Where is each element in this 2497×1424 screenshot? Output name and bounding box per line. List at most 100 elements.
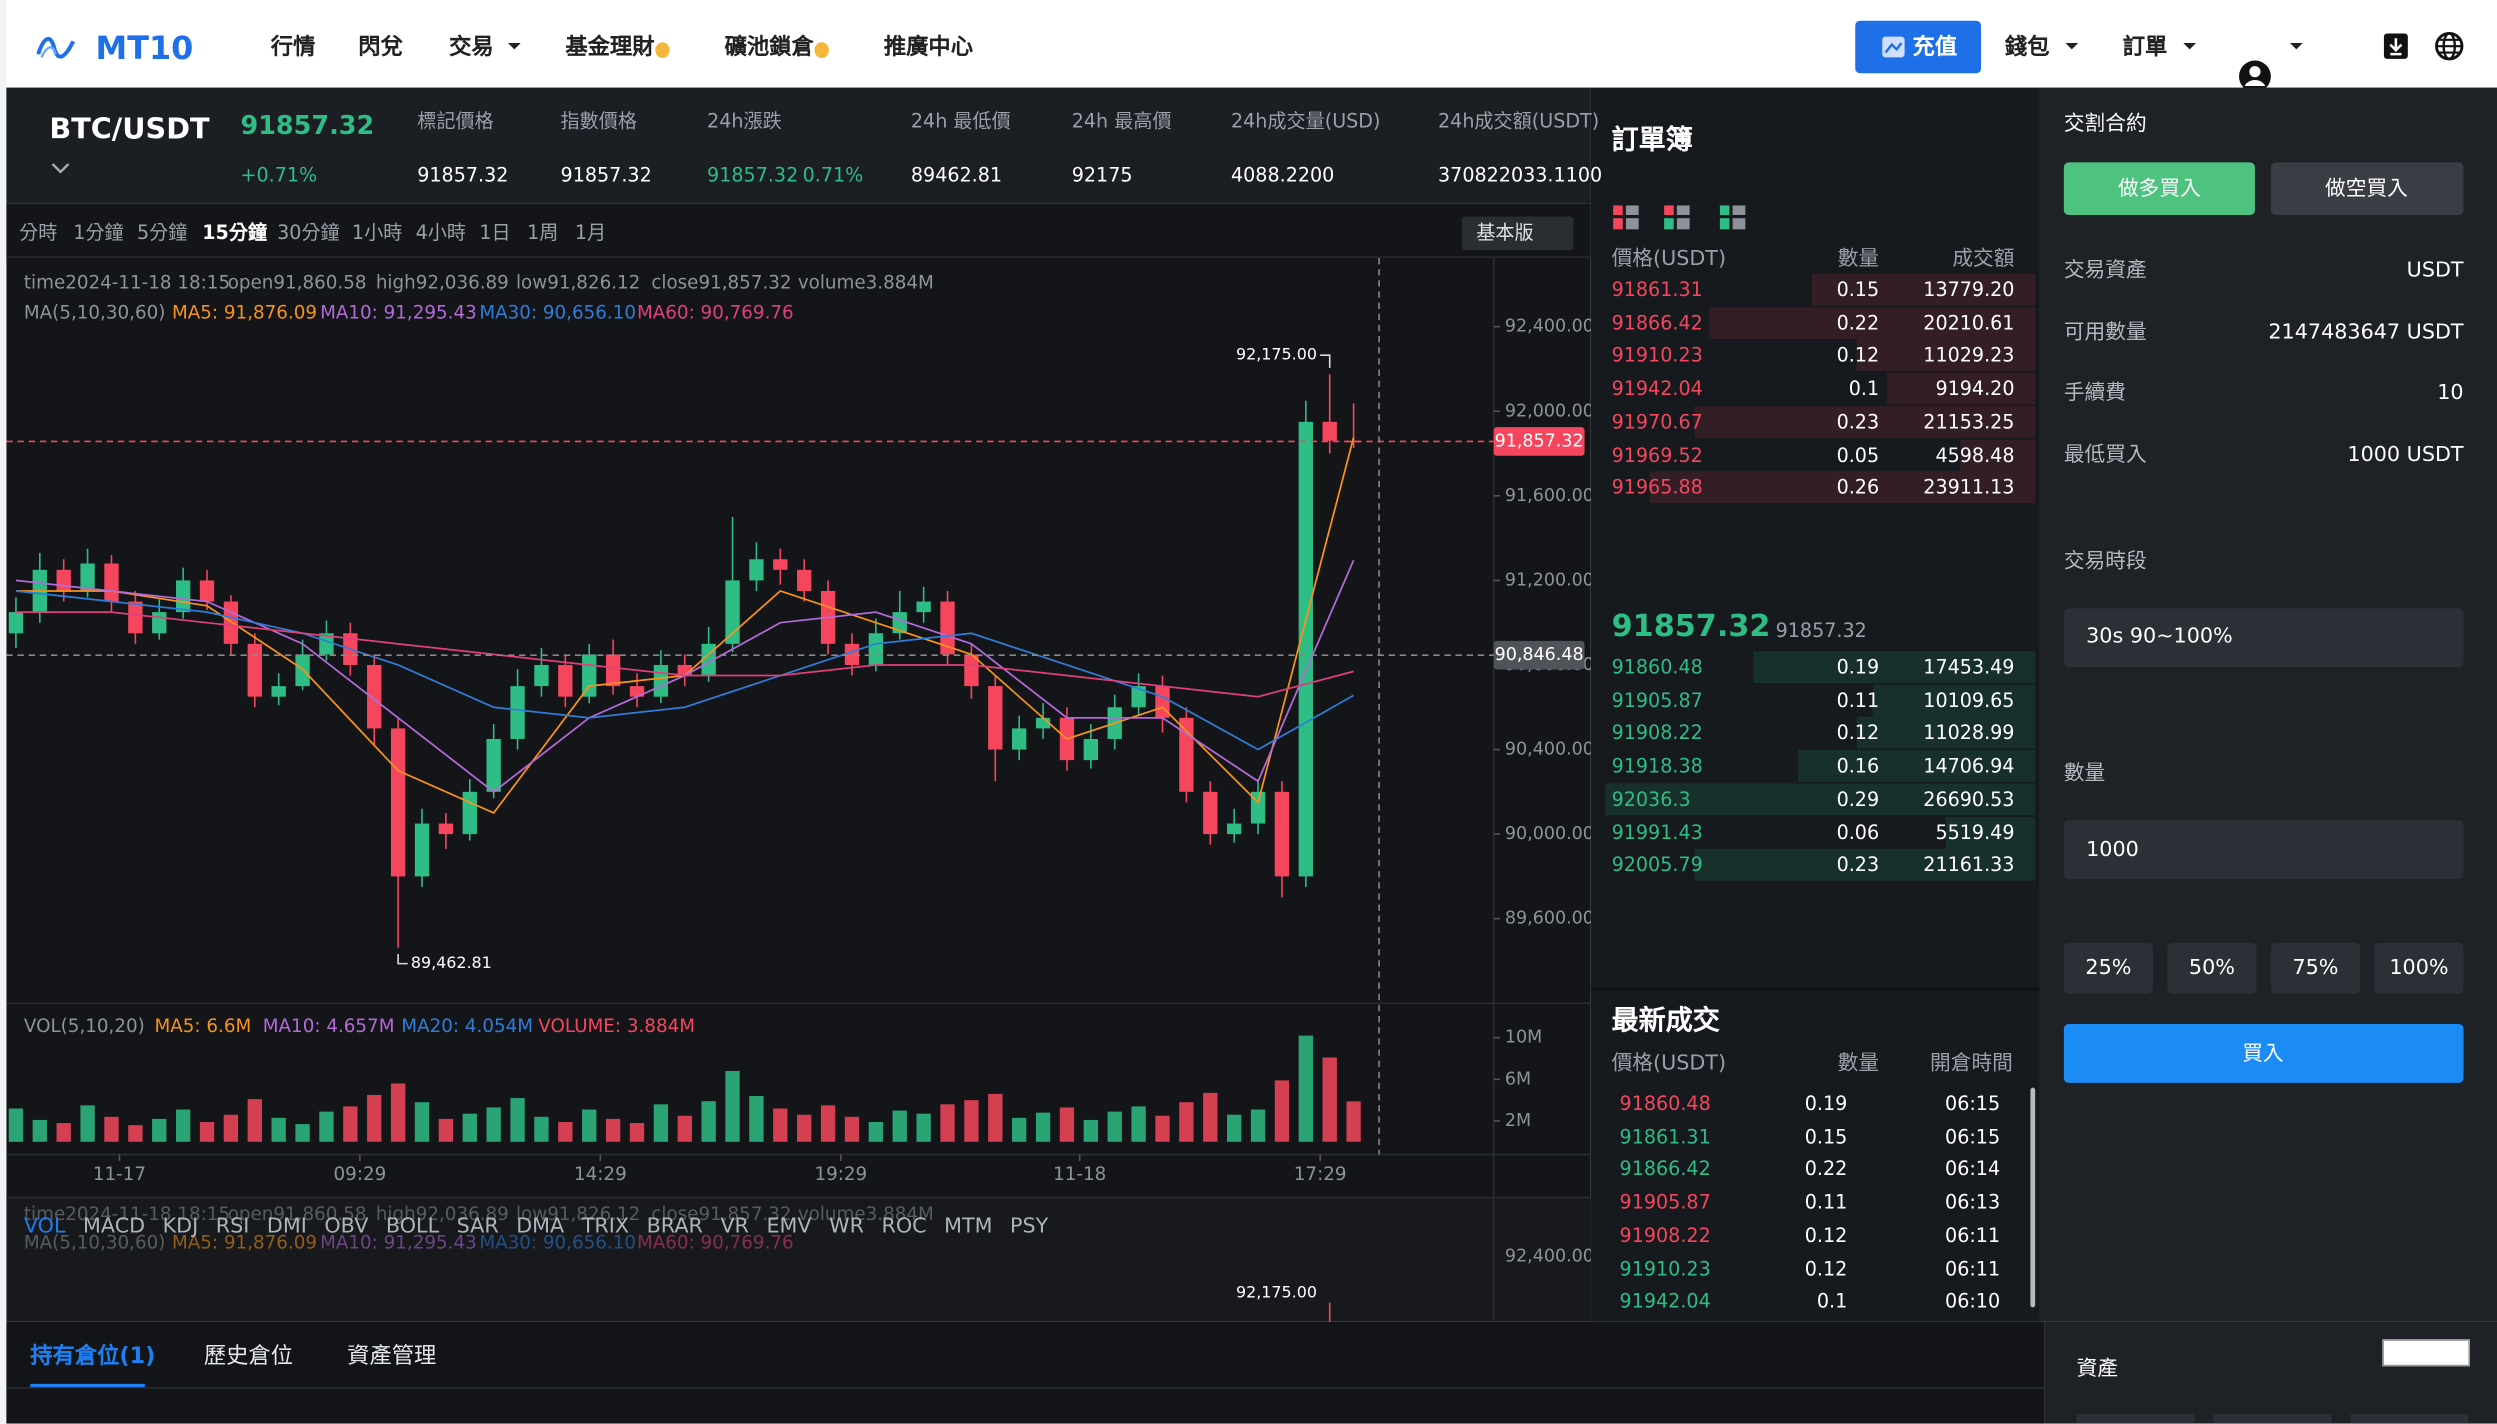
indicator-tab[interactable]: SAR bbox=[456, 1215, 499, 1239]
tab[interactable]: 歷史倉位 bbox=[203, 1344, 294, 1370]
candle-body bbox=[104, 563, 119, 602]
book-mode-icon[interactable] bbox=[1664, 205, 1674, 215]
nav-item[interactable]: 礦池鎖倉 bbox=[724, 35, 814, 61]
volume-bar bbox=[152, 1118, 167, 1142]
indicator-tab[interactable]: DMA bbox=[516, 1215, 565, 1239]
nav-item[interactable]: 交易 bbox=[449, 35, 494, 61]
percent-button[interactable] bbox=[2374, 942, 2464, 994]
interval[interactable]: 4小時 bbox=[415, 221, 467, 244]
interval[interactable]: 1月 bbox=[574, 221, 607, 244]
book-mode-icon[interactable] bbox=[1719, 218, 1730, 230]
nav-item[interactable]: 行情 bbox=[270, 35, 316, 61]
qty-value[interactable]: 1000 bbox=[2086, 838, 2139, 863]
interval[interactable]: 5分鐘 bbox=[136, 221, 188, 244]
volume-bar bbox=[1274, 1080, 1290, 1142]
nav-item[interactable]: 推廣中心 bbox=[883, 35, 974, 61]
percent-button[interactable] bbox=[2270, 942, 2361, 994]
buy-button[interactable] bbox=[2063, 1023, 2464, 1083]
book-mode-icon[interactable] bbox=[1625, 205, 1639, 215]
indicator-tab[interactable]: VOL bbox=[23, 1215, 66, 1239]
nav-item[interactable]: 閃兌 bbox=[358, 35, 403, 61]
nav-item[interactable]: 基金理財 bbox=[565, 35, 655, 61]
indicator-tab[interactable]: VR bbox=[720, 1215, 749, 1239]
interval[interactable]: 1日 bbox=[479, 221, 511, 244]
interval[interactable]: 1小時 bbox=[351, 221, 403, 244]
indicator-tab[interactable]: TRIX bbox=[581, 1215, 630, 1239]
mode-button[interactable] bbox=[1461, 216, 1574, 251]
orders-menu[interactable]: 訂單 bbox=[2122, 35, 2168, 61]
indicator-tab[interactable]: PSY bbox=[1010, 1215, 1049, 1239]
deposit-button[interactable] bbox=[1855, 20, 1982, 74]
interval-active[interactable]: 15分鐘 bbox=[202, 221, 268, 244]
indicator-tab[interactable]: WR bbox=[829, 1215, 864, 1239]
language-icon[interactable] bbox=[2435, 32, 2464, 61]
trade-time: 06:13 bbox=[1945, 1191, 2001, 1214]
period-value[interactable]: 30s 90~100% bbox=[2086, 625, 2233, 649]
book-mode-icon[interactable] bbox=[1664, 218, 1674, 230]
bottom-bar bbox=[6, 1321, 2045, 1424]
indicator-tab[interactable]: MTM bbox=[944, 1215, 993, 1239]
logo-text[interactable]: MT10 bbox=[95, 28, 194, 67]
interval[interactable]: 1周 bbox=[527, 221, 559, 244]
qty-input[interactable] bbox=[2063, 820, 2464, 880]
indicator-tab[interactable]: BRAR bbox=[646, 1215, 703, 1239]
volume-bar bbox=[295, 1124, 310, 1142]
percent-button[interactable] bbox=[2167, 942, 2257, 994]
wallet-menu[interactable]: 錢包 bbox=[2004, 35, 2050, 61]
short-label[interactable]: 做空買入 bbox=[2324, 177, 2408, 202]
candle-body bbox=[868, 633, 884, 665]
book-mode-icon[interactable] bbox=[1613, 218, 1623, 230]
percent-label[interactable]: 50% bbox=[2188, 956, 2235, 981]
short-button[interactable] bbox=[2270, 162, 2464, 215]
book-amount: 0.29 bbox=[1836, 787, 1880, 811]
book-mode-icon[interactable] bbox=[1625, 218, 1639, 230]
period-select[interactable] bbox=[2063, 608, 2464, 668]
symbol-caret[interactable] bbox=[51, 162, 70, 176]
indicator-tab[interactable]: OBV bbox=[324, 1215, 369, 1239]
interval[interactable]: 1分鐘 bbox=[73, 221, 124, 244]
candle-body bbox=[152, 612, 167, 634]
interval[interactable]: 30分鐘 bbox=[277, 221, 340, 244]
book-mode-icon[interactable] bbox=[1732, 205, 1746, 215]
book-mode-icon[interactable] bbox=[1719, 205, 1730, 215]
scrollbar[interactable] bbox=[2030, 1087, 2036, 1308]
trade-price: 91861.31 bbox=[1619, 1125, 1711, 1148]
book-mode-icon[interactable] bbox=[1732, 218, 1746, 230]
book-mode-icon[interactable] bbox=[1676, 205, 1690, 215]
indicator-tab[interactable]: MACD bbox=[83, 1215, 146, 1239]
indicator-tab[interactable]: EMV bbox=[766, 1215, 812, 1239]
candle-body bbox=[8, 612, 24, 634]
symbol[interactable]: BTC/USDT bbox=[49, 113, 210, 147]
mode-label[interactable]: 基本版 bbox=[1476, 221, 1534, 244]
indicator-tab[interactable]: KDJ bbox=[162, 1215, 199, 1239]
indicator-tab[interactable]: RSI bbox=[215, 1215, 250, 1239]
y-tick-label: 90,400.00 bbox=[1505, 740, 1591, 760]
volume-bar bbox=[175, 1109, 191, 1142]
percent-button[interactable] bbox=[2063, 942, 2154, 994]
book-mode-icon[interactable] bbox=[1676, 218, 1690, 230]
ma-line bbox=[15, 590, 1355, 751]
interval[interactable]: 分時 bbox=[19, 221, 58, 244]
asset-stub bbox=[2076, 1414, 2195, 1424]
percent-label[interactable]: 25% bbox=[2085, 956, 2132, 981]
long-label[interactable]: 做多買入 bbox=[2117, 177, 2201, 202]
book-header: 成交額 bbox=[1952, 247, 2015, 272]
percent-label[interactable]: 100% bbox=[2389, 956, 2449, 981]
deposit-label[interactable]: 充值 bbox=[1912, 35, 1958, 61]
download-icon[interactable] bbox=[2382, 32, 2409, 61]
long-button[interactable] bbox=[2063, 162, 2255, 215]
indicator-tab[interactable]: ROC bbox=[881, 1215, 927, 1239]
x-tick-label: 11-17 bbox=[93, 1164, 146, 1185]
panel-row-label: 可用數量 bbox=[2063, 320, 2147, 344]
percent-label[interactable]: 75% bbox=[2292, 956, 2339, 981]
book-mode-icon[interactable] bbox=[1613, 205, 1623, 215]
book-total: 21153.25 bbox=[1923, 410, 2015, 433]
buy-label[interactable]: 買入 bbox=[2242, 1042, 2284, 1067]
ohlc-info: close91,857.32 bbox=[651, 272, 791, 293]
indicator-tab[interactable]: DMI bbox=[266, 1215, 307, 1239]
trade-panel bbox=[2039, 87, 2497, 1322]
tab-active[interactable]: 持有倉位(1) bbox=[30, 1344, 156, 1370]
indicator-tab[interactable]: BOLL bbox=[385, 1215, 440, 1239]
tab[interactable]: 資產管理 bbox=[347, 1344, 437, 1370]
trade-amount: 0.12 bbox=[1804, 1224, 1848, 1247]
